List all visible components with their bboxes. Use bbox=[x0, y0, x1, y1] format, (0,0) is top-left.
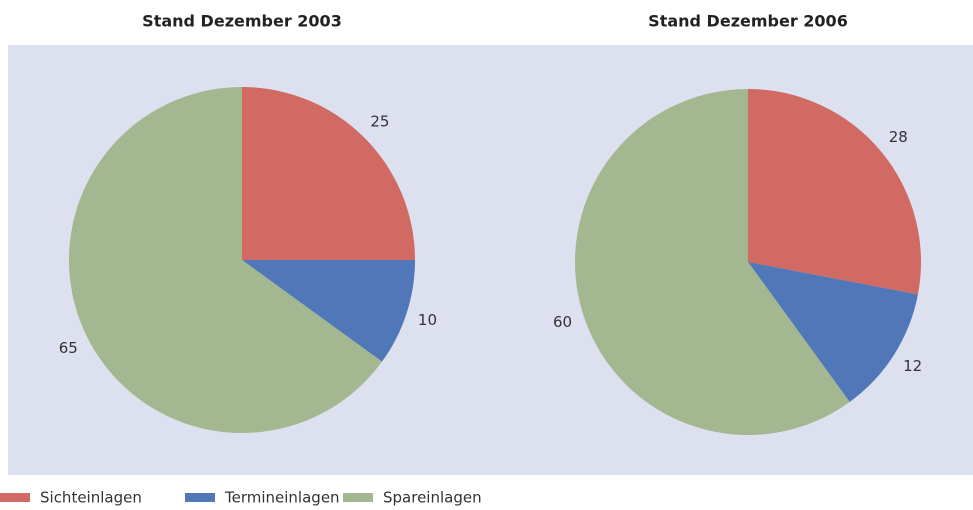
legend-label: Sichteinlagen bbox=[40, 489, 142, 507]
legend-label: Termineinlagen bbox=[224, 489, 340, 507]
pie-slice bbox=[748, 262, 918, 402]
chart-title: Stand Dezember 2006 bbox=[648, 12, 848, 31]
pie-slice bbox=[748, 89, 921, 295]
pie-slice bbox=[68, 87, 382, 434]
pie-slice bbox=[242, 260, 415, 362]
data-label: 12 bbox=[903, 357, 922, 375]
data-label: 25 bbox=[370, 113, 389, 131]
legend-swatch bbox=[185, 493, 215, 502]
pie-slice bbox=[242, 87, 415, 260]
pie-slice bbox=[574, 89, 850, 435]
legend-swatch bbox=[343, 493, 373, 502]
data-label: 10 bbox=[418, 311, 437, 329]
data-label: 65 bbox=[59, 339, 78, 357]
data-label: 28 bbox=[889, 128, 908, 146]
legend-swatch bbox=[0, 493, 30, 502]
data-label: 60 bbox=[553, 313, 572, 331]
legend-label: Spareinlagen bbox=[383, 489, 482, 507]
chart-title: Stand Dezember 2003 bbox=[142, 12, 342, 31]
